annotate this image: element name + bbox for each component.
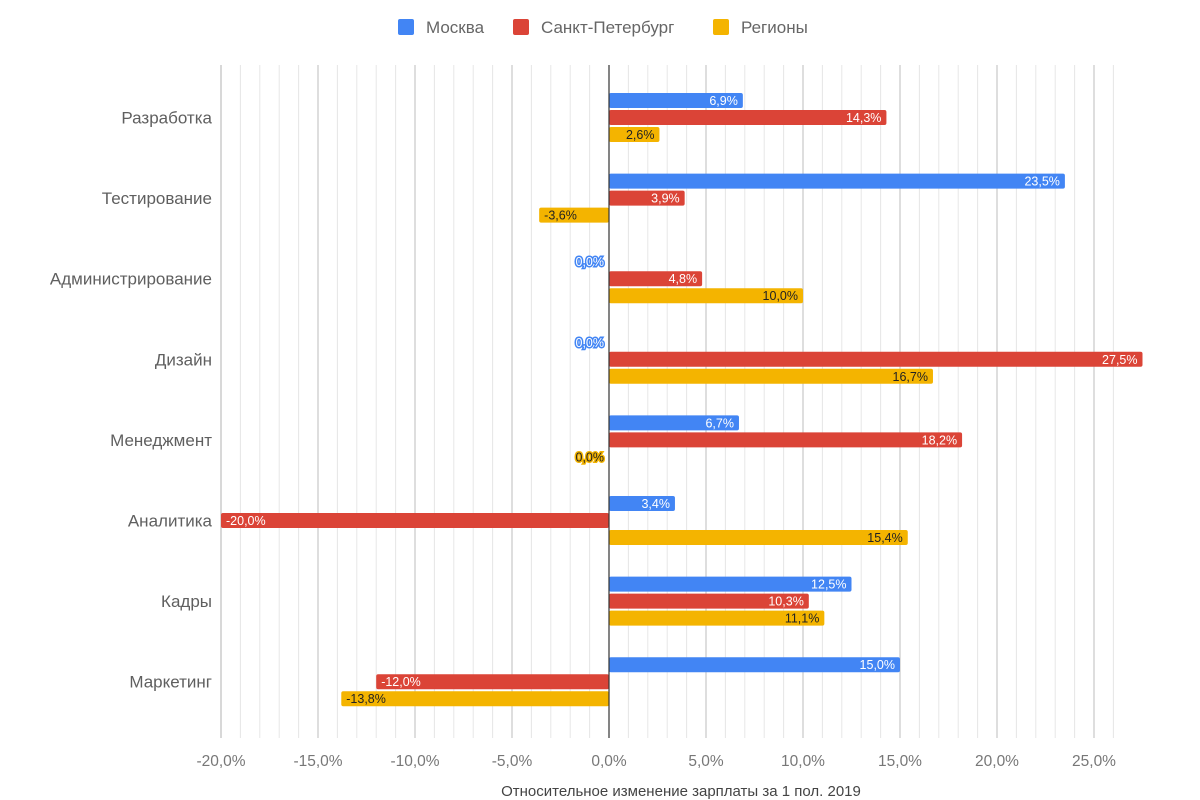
bar-data-label: 6,9% bbox=[709, 94, 738, 108]
bar bbox=[539, 207, 609, 223]
category-label: Дизайн bbox=[155, 350, 212, 369]
bar-data-label: 11,1% bbox=[785, 612, 820, 626]
bar bbox=[609, 496, 675, 511]
legend-swatch bbox=[713, 19, 729, 35]
bar-data-label: 0,0% bbox=[576, 450, 605, 464]
gridlines bbox=[220, 65, 1114, 738]
bar bbox=[221, 513, 609, 528]
legend-item[interactable]: Санкт-Петербург bbox=[513, 18, 674, 37]
bar-data-label: 0,0% bbox=[576, 336, 605, 350]
category-label: Администрирование bbox=[50, 270, 212, 289]
bar bbox=[609, 110, 887, 125]
bar-data-label: -20,0% bbox=[226, 514, 266, 528]
x-tick-label: 10,0% bbox=[781, 753, 825, 770]
bar bbox=[609, 127, 660, 142]
bars: 6,9% 14,3% 2,6% 23,5% 3,9% -3,6% 0,0% 4,8% 10,0%… bbox=[221, 93, 1143, 707]
bar bbox=[609, 576, 852, 592]
x-tick-label: 0,0% bbox=[591, 753, 627, 770]
x-tick-label: -5,0% bbox=[492, 753, 533, 770]
bar bbox=[609, 190, 685, 206]
legend: Москва Санкт-Петербург Регионы bbox=[398, 18, 808, 37]
bar-data-label: 15,0% bbox=[860, 658, 895, 672]
bar-data-label: -3,6% bbox=[544, 209, 577, 223]
bar-data-label: 6,7% bbox=[705, 416, 734, 430]
bar bbox=[609, 657, 900, 673]
x-tick-label: -15,0% bbox=[293, 753, 342, 770]
category-label: Тестирование bbox=[102, 189, 212, 208]
bar bbox=[609, 173, 1065, 189]
bar bbox=[609, 593, 809, 609]
x-tick-label: -10,0% bbox=[390, 753, 439, 770]
x-tick-labels: -20,0% -15,0% -10,0% -5,0% 0,0% 5,0% 10,0% 15,0… bbox=[196, 753, 1116, 770]
bar-data-label: 3,9% bbox=[651, 192, 680, 206]
bar-data-label: 2,6% bbox=[626, 128, 655, 142]
bar-data-label: 27,5% bbox=[1102, 353, 1137, 367]
category-label: Маркетинг bbox=[129, 673, 212, 692]
category-label: Аналитика bbox=[128, 512, 213, 531]
bar bbox=[609, 368, 933, 384]
bar bbox=[609, 288, 803, 304]
bar bbox=[609, 530, 908, 545]
x-tick-label: 5,0% bbox=[688, 753, 724, 770]
legend-label: Санкт-Петербург bbox=[541, 18, 674, 37]
category-labels: Разработка Тестирование Администрирование Д… bbox=[50, 109, 213, 692]
bar-data-label: 12,5% bbox=[811, 578, 846, 592]
category-label: Менеджмент bbox=[110, 431, 212, 450]
bar-data-label: 0,0% bbox=[576, 255, 605, 269]
bar-data-label: 4,8% bbox=[669, 272, 698, 286]
x-tick-label: 20,0% bbox=[975, 753, 1019, 770]
bar bbox=[609, 415, 739, 431]
x-axis-title: Относительное изменение зарплаты за 1 по… bbox=[501, 783, 861, 800]
x-tick-label: 15,0% bbox=[878, 753, 922, 770]
bar bbox=[376, 674, 609, 690]
legend-item[interactable]: Регионы bbox=[713, 18, 808, 37]
category-label: Разработка bbox=[121, 109, 212, 128]
bar-data-label: 3,4% bbox=[641, 497, 670, 511]
x-tick-label: -20,0% bbox=[196, 753, 245, 770]
bar bbox=[609, 93, 743, 108]
legend-label: Регионы bbox=[741, 18, 808, 37]
bar-data-label: 10,3% bbox=[768, 595, 803, 609]
bar-data-label: -12,0% bbox=[381, 675, 421, 689]
bar bbox=[609, 610, 825, 626]
category-label: Кадры bbox=[161, 592, 212, 611]
bar bbox=[341, 691, 609, 707]
legend-swatch bbox=[513, 19, 529, 35]
bar-data-label: 18,2% bbox=[922, 433, 957, 447]
legend-item[interactable]: Москва bbox=[398, 18, 485, 37]
legend-label: Москва bbox=[426, 18, 485, 37]
x-tick-label: 25,0% bbox=[1072, 753, 1116, 770]
bar-data-label: 15,4% bbox=[867, 531, 902, 545]
bar-data-label: 14,3% bbox=[846, 111, 881, 125]
bar-data-label: 16,7% bbox=[893, 370, 928, 384]
bar-data-label: -13,8% bbox=[346, 692, 386, 706]
bar bbox=[609, 271, 703, 287]
bar-data-label: 23,5% bbox=[1024, 175, 1059, 189]
bar bbox=[609, 432, 963, 448]
legend-swatch bbox=[398, 19, 414, 35]
bar-data-label: 10,0% bbox=[763, 289, 798, 303]
bar bbox=[609, 351, 1143, 367]
